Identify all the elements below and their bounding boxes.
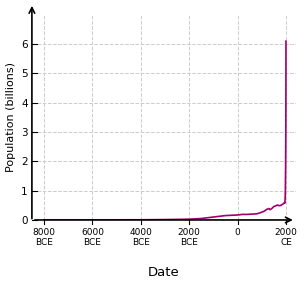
X-axis label: Date: Date xyxy=(148,266,180,280)
Y-axis label: Population (billions): Population (billions) xyxy=(5,62,16,172)
